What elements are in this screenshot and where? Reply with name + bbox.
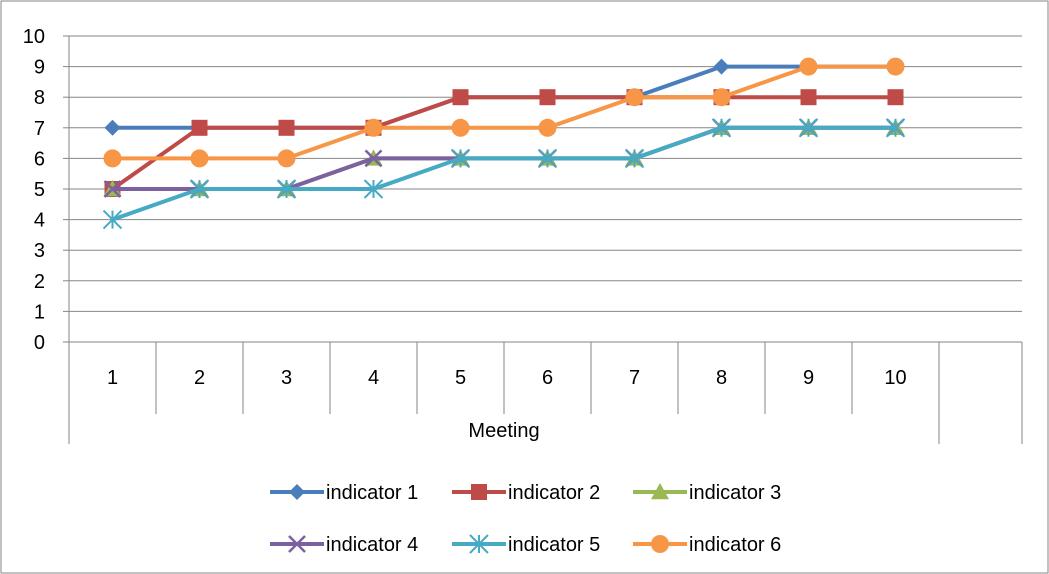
data-point-marker xyxy=(102,209,123,230)
series-line xyxy=(111,125,896,222)
data-point-marker xyxy=(798,118,819,138)
legend-swatch-marker xyxy=(471,484,487,500)
series xyxy=(102,57,906,230)
x-tick-label: 5 xyxy=(455,367,466,389)
legend-swatch-marker xyxy=(469,534,489,554)
data-point-marker xyxy=(278,119,295,136)
y-tick-label: 2 xyxy=(34,271,45,293)
y-tick-label: 7 xyxy=(34,118,45,140)
data-point-marker xyxy=(624,148,645,169)
y-tick-label: 3 xyxy=(34,240,45,262)
x-tick-label: 4 xyxy=(368,367,379,389)
legend-swatch-marker xyxy=(289,484,305,500)
data-point-marker xyxy=(103,149,122,168)
legend-label: indicator 6 xyxy=(689,534,781,556)
data-point-marker xyxy=(450,148,471,169)
legend-label: indicator 5 xyxy=(508,534,600,556)
data-point-marker xyxy=(886,57,905,76)
data-point-marker xyxy=(191,119,208,136)
x-tick-label: 9 xyxy=(803,367,814,389)
legend-swatch-marker xyxy=(288,535,306,553)
data-point-marker xyxy=(539,89,556,106)
data-point-marker xyxy=(887,89,904,106)
y-tick-label: 4 xyxy=(34,210,45,232)
legend-label: indicator 3 xyxy=(689,482,781,504)
y-tick-label: 10 xyxy=(23,26,45,48)
data-point-marker xyxy=(363,179,384,199)
series-6 xyxy=(103,57,905,168)
data-point-marker xyxy=(713,58,730,75)
data-point-marker xyxy=(712,88,731,107)
data-point-marker xyxy=(190,149,209,168)
data-point-marker xyxy=(885,118,906,138)
data-point-marker xyxy=(104,119,121,136)
data-point-marker xyxy=(537,148,558,169)
legend-label: indicator 4 xyxy=(326,534,418,556)
legend-swatch-marker xyxy=(651,535,669,553)
legend-swatch-marker xyxy=(651,483,669,500)
data-point-marker xyxy=(364,149,383,168)
x-tick-label: 2 xyxy=(194,367,205,389)
y-tick-label: 0 xyxy=(34,332,45,354)
data-point-marker xyxy=(277,149,296,168)
x-tick-label: 3 xyxy=(281,367,292,389)
y-tick-label: 5 xyxy=(34,179,45,201)
legend-entry: indicator 2 xyxy=(452,482,600,504)
y-tick-label: 8 xyxy=(34,87,45,109)
y-tick-label: 9 xyxy=(34,57,45,79)
x-tick-label: 1 xyxy=(107,367,118,389)
x-tick-label: 8 xyxy=(716,367,727,389)
series-line xyxy=(111,95,896,191)
data-point-marker xyxy=(538,118,557,137)
data-point-marker xyxy=(103,180,122,198)
data-point-marker xyxy=(451,118,470,137)
legend-entry: indicator 1 xyxy=(270,482,418,504)
data-point-marker xyxy=(189,179,210,199)
x-tick-label: 7 xyxy=(629,367,640,389)
x-tick-label: 6 xyxy=(542,367,553,389)
axes: 0 1 2 3 4 5 6 7 8 9 10 1 2 3 4 5 6 7 8 9 10 Meeting xyxy=(23,26,1023,444)
legend-label: indicator 2 xyxy=(508,482,600,504)
y-tick-label: 6 xyxy=(34,148,45,170)
data-point-marker xyxy=(711,118,732,138)
data-point-marker xyxy=(276,179,297,199)
legend: indicator 1 indicator 2 indicator 3 indicat… xyxy=(270,482,781,556)
legend-label: indicator 1 xyxy=(326,482,418,504)
y-tick-label: 1 xyxy=(34,301,45,323)
legend-entry: indicator 4 xyxy=(270,534,418,556)
legend-entry: indicator 3 xyxy=(633,482,781,504)
data-point-marker xyxy=(625,88,644,107)
data-point-marker xyxy=(452,89,469,106)
data-point-marker xyxy=(364,118,383,137)
data-point-marker xyxy=(799,57,818,76)
series-5 xyxy=(102,118,906,230)
x-axis-label: Meeting xyxy=(468,420,539,442)
legend-entry: indicator 5 xyxy=(452,534,600,556)
data-point-marker xyxy=(800,89,817,106)
legend-entry: indicator 6 xyxy=(633,534,781,556)
x-tick-label: 10 xyxy=(884,367,906,389)
series-line xyxy=(112,64,896,161)
